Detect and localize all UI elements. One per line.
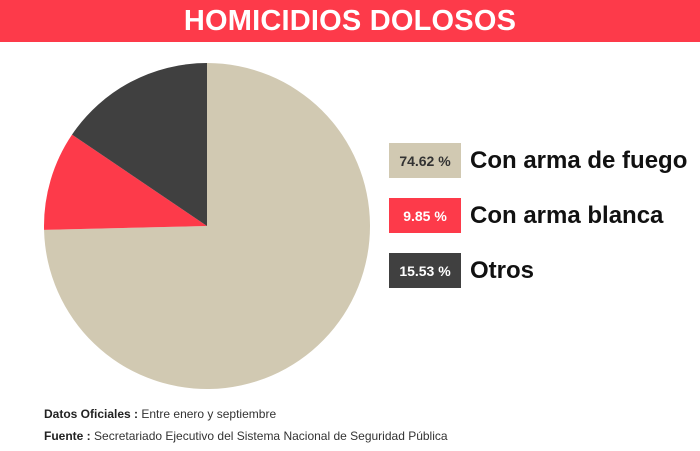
legend-category-label: Otros	[470, 256, 535, 284]
pie-slice-1	[44, 63, 371, 389]
footer: Datos Oficiales : Entre enero y septiemb…	[44, 403, 448, 447]
legend-item-1: 74.62 % Con arma de fuego	[389, 143, 687, 178]
footer-datos-value: Entre enero y septiembre	[141, 407, 277, 421]
footer-line-fuente: Fuente : Secretariado Ejecutivo del Sist…	[44, 425, 448, 447]
pie-slice-2	[44, 134, 208, 230]
footer-fuente-key: Fuente :	[44, 429, 91, 443]
legend-item-2: 9.85 % Con arma blanca	[389, 198, 663, 233]
footer-datos-key: Datos Oficiales :	[44, 407, 139, 421]
legend-value-label: 74.62 %	[389, 143, 461, 178]
legend-value-label: 15.53 %	[389, 253, 461, 288]
legend-category-label: Con arma de fuego	[470, 146, 688, 174]
legend-category-label: Con arma blanca	[470, 201, 664, 229]
pie-slice-3	[72, 63, 208, 226]
legend-item-3: 15.53 % Otros	[389, 253, 534, 288]
legend-value-label: 9.85 %	[389, 198, 461, 233]
footer-line-datos: Datos Oficiales : Entre enero y septiemb…	[44, 403, 448, 425]
footer-fuente-value: Secretariado Ejecutivo del Sistema Nacio…	[94, 429, 448, 443]
chart-title: HOMICIDIOS DOLOSOS	[183, 4, 517, 37]
header-bar: HOMICIDIOS DOLOSOS	[0, 0, 700, 42]
